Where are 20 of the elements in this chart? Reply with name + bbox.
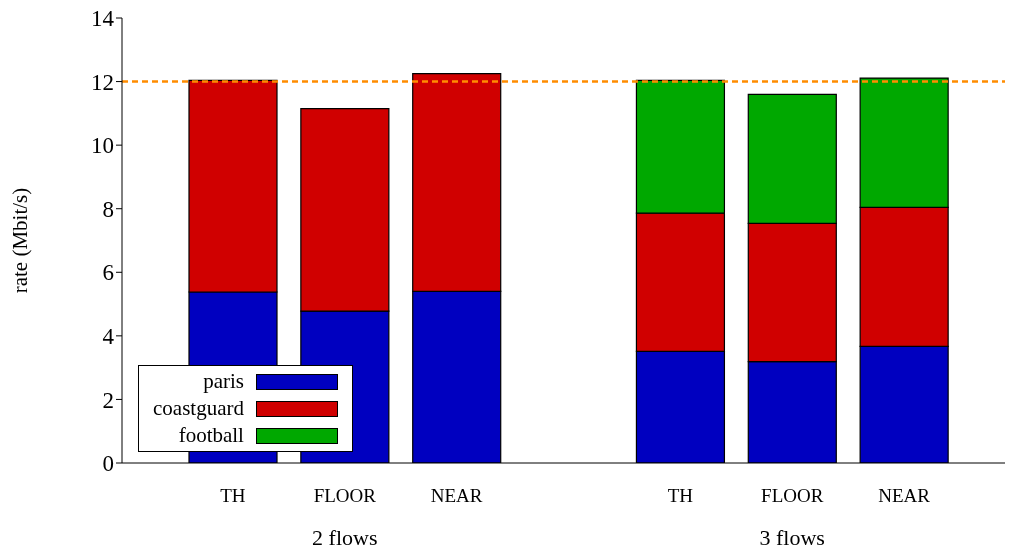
- x-tick-label: TH: [667, 485, 694, 507]
- x-tick-label: TH: [220, 485, 246, 507]
- x-tick-label: NEAR: [878, 485, 931, 507]
- legend-label: coastguard: [153, 395, 244, 422]
- y-tick-label: 0: [102, 451, 114, 477]
- legend-label: football: [178, 422, 244, 449]
- y-tick-label: 12: [91, 69, 114, 95]
- y-axis-title: rate (Mbit/s): [8, 187, 33, 294]
- y-tick-label: 6: [102, 260, 114, 286]
- y-tick-label: 10: [91, 133, 114, 159]
- y-tick-label: 14: [91, 6, 115, 32]
- y-tick-label: 2: [102, 387, 114, 413]
- text: 2 flows: [311, 525, 379, 551]
- legend-label: paris: [203, 368, 244, 395]
- x-tick-label: NEAR: [430, 485, 483, 507]
- y-tick-label: 4: [102, 324, 115, 350]
- y-tick-label: 8: [102, 196, 114, 222]
- text: 3 flows: [758, 525, 826, 551]
- x-tick-label: FLOOR: [313, 485, 377, 507]
- x-tick-label: FLOOR: [761, 485, 824, 507]
